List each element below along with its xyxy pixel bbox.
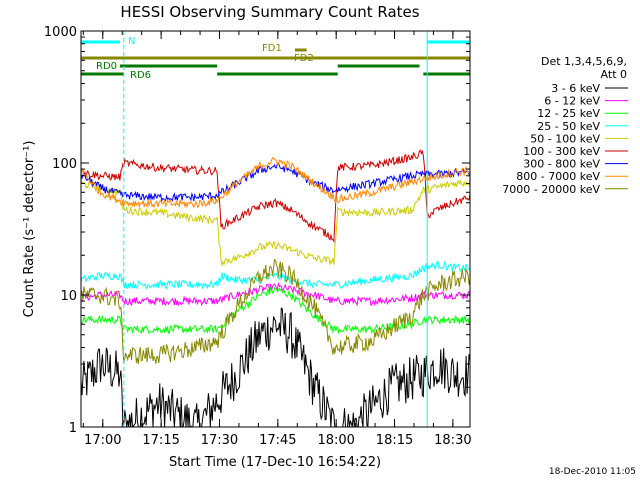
series-line <box>81 307 470 427</box>
legend-label: 800 - 7000 keV <box>516 170 600 183</box>
flag-label: RD0 <box>96 61 117 72</box>
legend-label: 7000 - 20000 keV <box>502 183 600 196</box>
x-tick-label: 18:30 <box>434 433 471 448</box>
series-line <box>81 281 470 307</box>
series-line <box>81 162 470 203</box>
flag-label: FD1 <box>262 43 282 54</box>
series-line <box>81 178 470 267</box>
series-line <box>81 260 470 290</box>
x-tick-label: 17:45 <box>259 433 296 448</box>
flag-label: N <box>128 36 135 47</box>
y-tick-label: 1 <box>69 421 77 436</box>
x-tick-label: 17:00 <box>84 433 121 448</box>
legend-header-line-2: Att 0 <box>601 68 627 81</box>
x-tick-label: 18:00 <box>317 433 354 448</box>
y-axis-label: Count Rate (s⁻¹ detector⁻¹) <box>22 141 37 318</box>
legend-label: 6 - 12 keV <box>544 95 600 108</box>
series-line <box>81 149 470 244</box>
legend-header-line-1: Det 1,3,4,5,6,9, <box>541 55 627 68</box>
legend-label: 3 - 6 keV <box>551 82 600 95</box>
plot-frame <box>80 30 471 428</box>
x-axis-label: Start Time (17-Dec-10 16:54:22) <box>169 455 381 470</box>
chart-title: HESSI Observing Summary Count Rates <box>120 3 419 21</box>
footer-date: 18-Dec-2010 11:05 <box>549 467 636 477</box>
x-axis: 17:00 17:15 17:30 17:45 18:00 18:15 18:30 <box>82 31 472 448</box>
flag-label: FD2 <box>294 53 314 64</box>
x-tick-label: 17:15 <box>142 433 179 448</box>
legend-label: 50 - 100 keV <box>530 132 600 145</box>
y-tick-label: 100 <box>52 157 77 172</box>
flag-label: RD6 <box>130 70 151 81</box>
x-tick-label: 18:15 <box>376 433 413 448</box>
series-line <box>81 157 470 209</box>
legend-label: 300 - 800 keV <box>523 158 600 171</box>
flags-layer: N FD1 FD2 RD0 RD6 <box>81 36 470 81</box>
y-axis: 1 10 100 1000 <box>44 25 470 436</box>
y-tick-label: 1000 <box>44 25 77 40</box>
y-tick-label: 10 <box>60 289 77 304</box>
legend-label: 25 - 50 keV <box>537 120 600 133</box>
legend-label: 12 - 25 keV <box>537 107 600 120</box>
series-line <box>81 259 470 364</box>
series-layer <box>81 149 470 427</box>
legend-label: 100 - 300 keV <box>523 145 600 158</box>
x-tick-label: 17:30 <box>201 433 238 448</box>
